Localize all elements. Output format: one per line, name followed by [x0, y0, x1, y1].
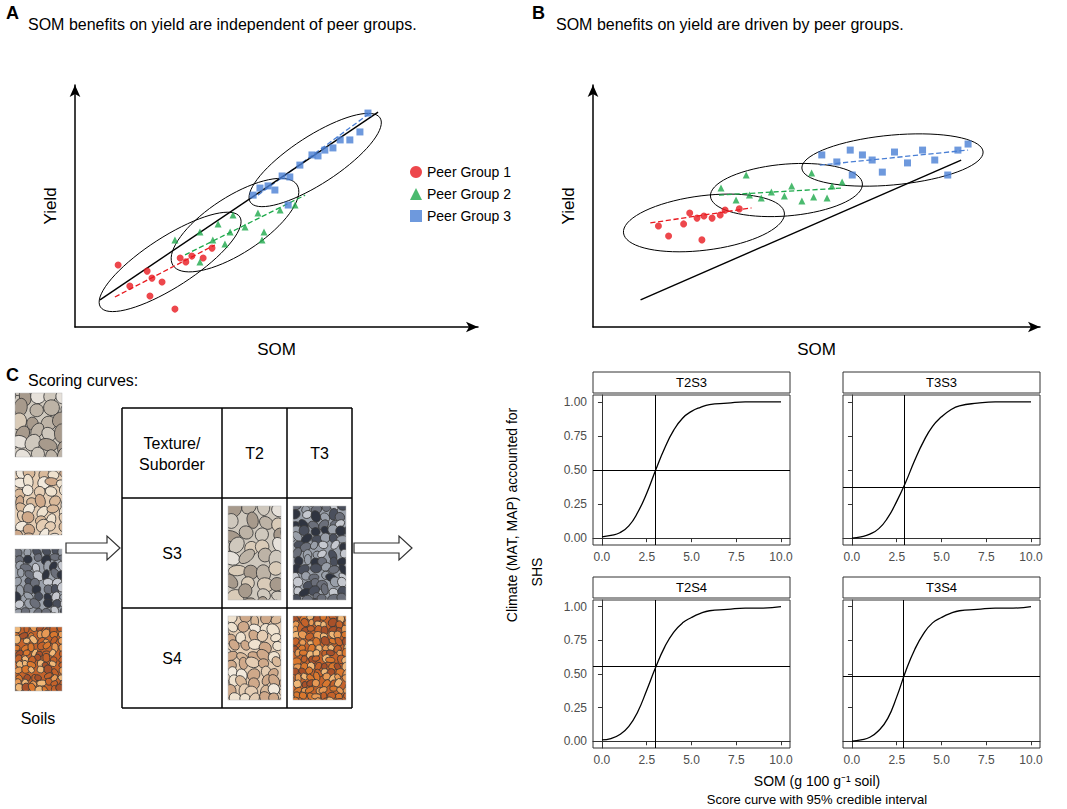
svg-text:2.5: 2.5 — [888, 550, 905, 564]
svg-text:S3: S3 — [162, 545, 182, 562]
svg-text:A: A — [6, 3, 19, 23]
svg-text:Texture/Suborder: Texture/Suborder — [139, 435, 205, 473]
svg-text:5.0: 5.0 — [933, 753, 950, 767]
svg-text:10.0: 10.0 — [1019, 753, 1043, 767]
svg-text:7.5: 7.5 — [728, 550, 745, 564]
svg-text:1.00: 1.00 — [564, 395, 588, 409]
svg-text:7.5: 7.5 — [978, 753, 995, 767]
svg-text:0.00: 0.00 — [564, 531, 588, 545]
svg-text:Peer Group 1: Peer Group 1 — [427, 164, 511, 180]
svg-text:0.50: 0.50 — [564, 667, 588, 681]
svg-text:0.75: 0.75 — [564, 429, 588, 443]
svg-text:T2S4: T2S4 — [676, 580, 707, 595]
svg-text:7.5: 7.5 — [978, 550, 995, 564]
svg-text:0.75: 0.75 — [564, 633, 588, 647]
svg-text:10.0: 10.0 — [769, 550, 793, 564]
svg-text:5.0: 5.0 — [683, 550, 700, 564]
svg-text:T2: T2 — [245, 445, 264, 462]
svg-text:C: C — [6, 365, 19, 385]
svg-text:0.25: 0.25 — [564, 497, 588, 511]
svg-text:1.00: 1.00 — [564, 600, 588, 614]
svg-text:T3S3: T3S3 — [926, 375, 957, 390]
svg-text:Climate (MAT, MAP) accounted f: Climate (MAT, MAP) accounted for — [504, 407, 520, 622]
svg-text:Soils: Soils — [21, 710, 56, 727]
svg-text:SOM: SOM — [257, 340, 296, 359]
svg-text:7.5: 7.5 — [728, 753, 745, 767]
svg-text:T2S3: T2S3 — [676, 375, 707, 390]
svg-text:0.0: 0.0 — [844, 550, 861, 564]
svg-text:5.0: 5.0 — [683, 753, 700, 767]
svg-text:Peer Group 3: Peer Group 3 — [427, 208, 511, 224]
svg-text:Peer Group 2: Peer Group 2 — [427, 186, 511, 202]
svg-text:Scoring curves:: Scoring curves: — [28, 372, 138, 389]
svg-text:0.50: 0.50 — [564, 463, 588, 477]
svg-text:0.00: 0.00 — [564, 734, 588, 748]
svg-text:SOM: SOM — [797, 340, 836, 359]
svg-text:2.5: 2.5 — [888, 753, 905, 767]
svg-text:SOM benefits on yield are driv: SOM benefits on yield are driven by peer… — [556, 16, 904, 33]
svg-text:SOM benefits on yield are inde: SOM benefits on yield are independent of… — [28, 16, 417, 33]
svg-text:T3S4: T3S4 — [926, 580, 957, 595]
svg-text:10.0: 10.0 — [769, 753, 793, 767]
svg-text:0.0: 0.0 — [594, 550, 611, 564]
svg-text:0.0: 0.0 — [594, 753, 611, 767]
svg-text:B: B — [532, 3, 545, 23]
svg-text:Yield: Yield — [559, 187, 578, 224]
svg-text:T3: T3 — [310, 445, 329, 462]
svg-text:2.5: 2.5 — [638, 550, 655, 564]
svg-text:10.0: 10.0 — [1019, 550, 1043, 564]
svg-text:SHS: SHS — [529, 558, 545, 587]
svg-text:S4: S4 — [162, 650, 182, 667]
svg-text:SOM (g 100 g⁻¹ soil): SOM (g 100 g⁻¹ soil) — [754, 773, 880, 789]
svg-text:2.5: 2.5 — [638, 753, 655, 767]
svg-text:0.0: 0.0 — [844, 753, 861, 767]
svg-text:0.25: 0.25 — [564, 701, 588, 715]
svg-text:Score curve with 95% credible: Score curve with 95% credible interval — [707, 792, 927, 807]
svg-text:Yield: Yield — [41, 187, 60, 224]
svg-text:5.0: 5.0 — [933, 550, 950, 564]
